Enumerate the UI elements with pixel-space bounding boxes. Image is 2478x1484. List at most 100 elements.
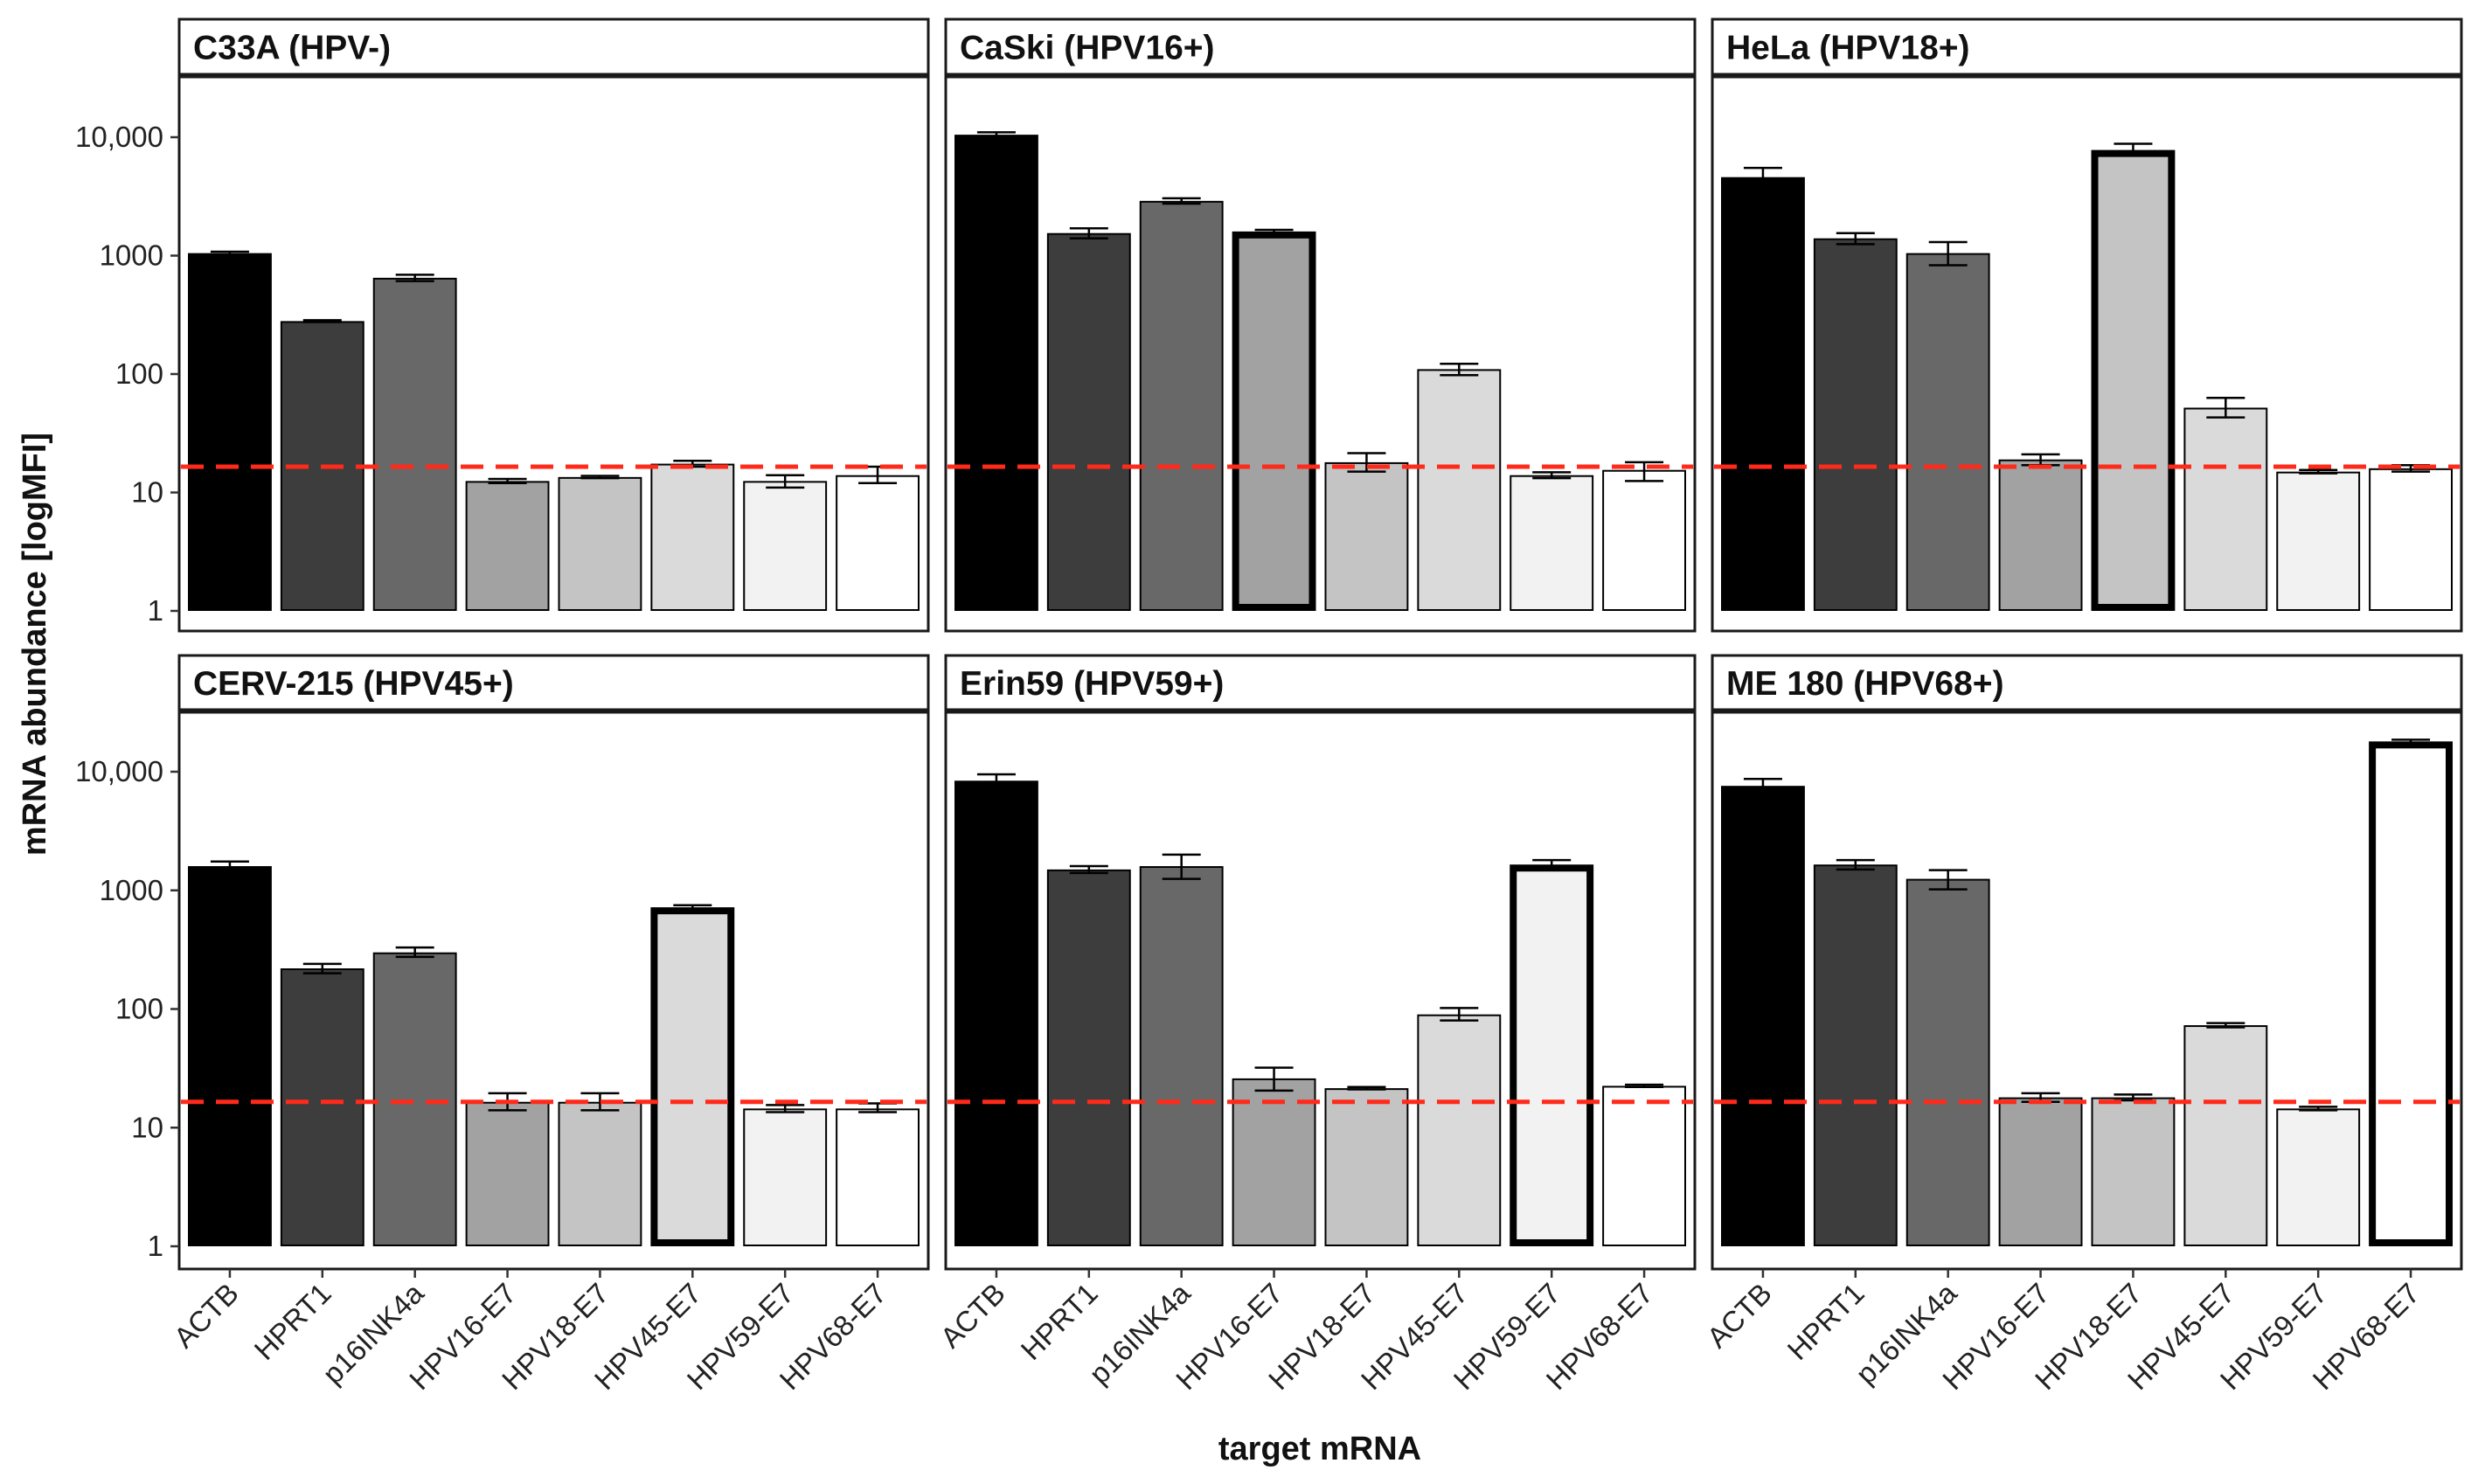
panel-5: Erin59 (HPV59+)ACTB HPRT1p16INK4aHPV16-E7… xyxy=(934,654,1697,1396)
bar-actb xyxy=(188,253,272,611)
error-bar-hpv18-e7 xyxy=(1347,452,1386,473)
panel-3: HeLa (HPV18+) xyxy=(1711,17,2463,633)
error-bar-p16ink4a xyxy=(1928,240,1968,267)
y-tick-label: 100 xyxy=(115,357,163,390)
bar-hpv16-e7 xyxy=(1232,1078,1316,1246)
y-tick-label: 10,000 xyxy=(75,755,163,787)
bar-hpv68-e7 xyxy=(836,1108,920,1246)
bar-p16ink4a xyxy=(1139,200,1224,612)
y-tick-label: 10,000 xyxy=(75,121,163,153)
error-bar-hpv16-e7 xyxy=(488,477,527,485)
panel-strip xyxy=(1711,17,2463,76)
error-bar-hpv68-e7 xyxy=(1625,461,1664,482)
error-bar-hpv18-e7 xyxy=(580,1092,620,1112)
y-tick-label: 100 xyxy=(115,993,163,1025)
error-bar-hpv45-e7 xyxy=(2206,396,2245,419)
panel-strip xyxy=(944,17,1697,76)
y-tick-label: 1 xyxy=(148,1230,163,1262)
panel-1: C33A (HPV-) 1 10 100 1000 10,000 xyxy=(75,17,930,633)
x-tick-label: ACTB xyxy=(167,1277,244,1354)
error-bar-p16ink4a xyxy=(1928,869,1968,891)
bar-hpv16-e7 xyxy=(1998,1097,2083,1247)
bar-hpv68-e7 xyxy=(1602,469,1686,612)
error-bar-hpv59-e7 xyxy=(1532,858,1572,870)
bar-p16ink4a xyxy=(372,952,457,1247)
panel-border xyxy=(1711,75,2463,633)
error-bar-p16ink4a xyxy=(395,946,434,959)
x-tick-label: ACTB xyxy=(1700,1277,1777,1354)
panel-title: CaSki (HPV16+) xyxy=(960,30,1215,67)
bar-hpv18-e7 xyxy=(558,1101,642,1247)
panel-4: CERV-215 (HPV45+) 1 10 100 1000 10,000 ACTB HPR… xyxy=(75,654,930,1396)
error-bar-hpv18-e7 xyxy=(580,475,620,480)
error-bar-hpv45-e7 xyxy=(673,904,712,911)
panel-title: C33A (HPV-) xyxy=(193,30,391,67)
error-bar-hpv68-e7 xyxy=(2391,739,2431,745)
error-bar-hprt1 xyxy=(1836,858,1875,871)
panel-border xyxy=(1711,711,2463,1271)
bar-p16ink4a xyxy=(372,277,457,611)
error-bar-p16ink4a xyxy=(1162,853,1201,880)
x-tick-label: HPRT1 xyxy=(1015,1277,1104,1366)
panel-border xyxy=(944,711,1697,1271)
bar-hprt1 xyxy=(1813,864,1898,1246)
error-bar-hpv59-e7 xyxy=(766,1104,805,1113)
panel-strip xyxy=(177,654,930,711)
bar-p16ink4a xyxy=(1905,253,1990,611)
bar-hpv16-e7 xyxy=(465,481,550,612)
x-tick-label: HPRT1 xyxy=(248,1277,337,1366)
error-bar-hpv45-e7 xyxy=(1440,1007,1479,1022)
error-bar-hpv59-e7 xyxy=(1532,471,1572,480)
error-bar-hpv16-e7 xyxy=(1254,228,1294,234)
y-tick-label: 1000 xyxy=(100,239,163,272)
error-bar-hpv18-e7 xyxy=(1347,1085,1386,1091)
bar-hpv18-e7 xyxy=(2091,149,2176,612)
panel-2: CaSki (HPV16+) xyxy=(944,17,1697,633)
error-bar-p16ink4a xyxy=(395,274,434,282)
bar-hpv59-e7 xyxy=(1510,864,1594,1246)
bar-hpv45-e7 xyxy=(650,463,735,612)
bar-actb xyxy=(188,866,272,1246)
bar-hpv16-e7 xyxy=(1232,231,1316,611)
bar-hpv68-e7 xyxy=(1602,1085,1686,1246)
panel-title: ME 180 (HPV68+) xyxy=(1726,665,2004,703)
error-bar-hpv16-e7 xyxy=(1254,1066,1294,1092)
bar-hpv18-e7 xyxy=(1324,1088,1409,1246)
error-bar-actb xyxy=(210,250,249,256)
bar-hpv59-e7 xyxy=(1510,475,1594,611)
bar-hpv16-e7 xyxy=(1998,459,2083,611)
y-tick-label: 1000 xyxy=(100,874,163,906)
bar-hpv45-e7 xyxy=(650,907,735,1246)
bar-actb xyxy=(1721,177,1805,611)
bar-hpv45-e7 xyxy=(1417,369,1502,611)
error-bar-hpv59-e7 xyxy=(766,474,805,489)
bar-hprt1 xyxy=(1046,232,1131,611)
y-axis-title: mRNA abundance [logMFI] xyxy=(17,433,53,856)
bar-hpv18-e7 xyxy=(558,476,642,612)
error-bar-actb xyxy=(210,860,249,871)
panel-title: CERV-215 (HPV45+) xyxy=(193,665,514,703)
error-bar-hpv59-e7 xyxy=(2299,1106,2338,1112)
error-bar-actb xyxy=(976,773,1016,789)
bar-hpv68-e7 xyxy=(2369,741,2453,1246)
error-bar-actb xyxy=(1743,777,1782,793)
error-bar-actb xyxy=(976,131,1016,139)
bar-hpv45-e7 xyxy=(2183,407,2268,611)
bar-hpv68-e7 xyxy=(836,475,920,611)
bar-hpv18-e7 xyxy=(2091,1097,2176,1247)
bar-hprt1 xyxy=(1813,238,1898,611)
y-tick-label: 1 xyxy=(148,594,163,627)
bar-hpv68-e7 xyxy=(2369,468,2453,611)
error-bar-hpv45-e7 xyxy=(2206,1022,2245,1029)
bar-hpv16-e7 xyxy=(465,1101,550,1247)
y-tick-label: 10 xyxy=(131,1111,163,1143)
bar-hpv18-e7 xyxy=(1324,461,1409,612)
panel-strip xyxy=(944,654,1697,711)
bar-actb xyxy=(954,780,1038,1246)
panel-border xyxy=(177,75,930,633)
panel-strip xyxy=(1711,654,2463,711)
bar-hprt1 xyxy=(280,968,364,1246)
panel-border xyxy=(177,711,930,1271)
error-bar-hprt1 xyxy=(1069,864,1108,875)
